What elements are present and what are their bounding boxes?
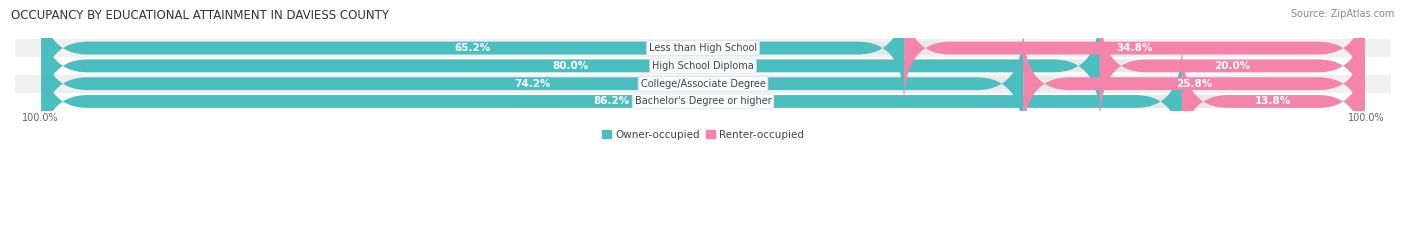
FancyBboxPatch shape [41,28,1365,140]
FancyBboxPatch shape [41,46,1182,157]
FancyBboxPatch shape [41,0,904,104]
Text: High School Diploma: High School Diploma [652,61,754,71]
Text: Less than High School: Less than High School [650,43,756,53]
FancyBboxPatch shape [41,10,1365,122]
Text: 74.2%: 74.2% [515,79,551,89]
Text: 13.8%: 13.8% [1256,96,1291,106]
Text: College/Associate Degree: College/Associate Degree [641,79,765,89]
FancyBboxPatch shape [1024,28,1365,140]
Text: 86.2%: 86.2% [593,96,630,106]
Text: 65.2%: 65.2% [454,43,491,53]
Text: 25.8%: 25.8% [1175,79,1212,89]
FancyBboxPatch shape [41,28,1024,140]
Text: OCCUPANCY BY EDUCATIONAL ATTAINMENT IN DAVIESS COUNTY: OCCUPANCY BY EDUCATIONAL ATTAINMENT IN D… [11,9,389,22]
Text: Source: ZipAtlas.com: Source: ZipAtlas.com [1291,9,1395,19]
FancyBboxPatch shape [15,93,1391,110]
Text: 80.0%: 80.0% [553,61,589,71]
FancyBboxPatch shape [15,75,1391,93]
Text: Bachelor's Degree or higher: Bachelor's Degree or higher [634,96,772,106]
Text: 20.0%: 20.0% [1215,61,1250,71]
FancyBboxPatch shape [15,39,1391,57]
FancyBboxPatch shape [41,46,1365,157]
Text: 100.0%: 100.0% [1348,113,1385,123]
FancyBboxPatch shape [41,0,1365,104]
Text: 34.8%: 34.8% [1116,43,1153,53]
FancyBboxPatch shape [41,10,1099,122]
FancyBboxPatch shape [1099,10,1365,122]
FancyBboxPatch shape [904,0,1365,104]
FancyBboxPatch shape [1182,46,1365,157]
Text: 100.0%: 100.0% [21,113,58,123]
Legend: Owner-occupied, Renter-occupied: Owner-occupied, Renter-occupied [598,126,808,144]
FancyBboxPatch shape [15,57,1391,75]
